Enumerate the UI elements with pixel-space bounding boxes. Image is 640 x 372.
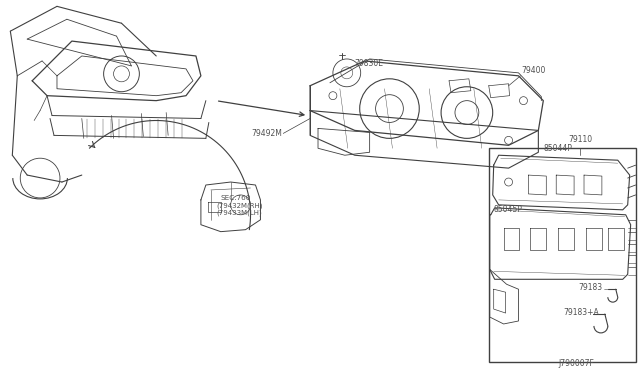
Text: (79433M(LH): (79433M(LH) [217, 210, 262, 217]
Text: 79400: 79400 [522, 66, 546, 76]
Text: (79432M(RH): (79432M(RH) [217, 203, 263, 209]
Text: 79110: 79110 [568, 135, 592, 144]
Text: 85044P: 85044P [543, 144, 572, 153]
Text: 79183+A: 79183+A [563, 308, 599, 317]
Text: J790007F: J790007F [558, 359, 594, 368]
Text: 79830E: 79830E [355, 60, 384, 68]
Text: 85045P: 85045P [493, 205, 523, 214]
Bar [489, 148, 636, 362]
Text: 79492M: 79492M [252, 129, 282, 138]
Text: 79183: 79183 [578, 283, 602, 292]
Text: SEC.760: SEC.760 [221, 195, 251, 201]
